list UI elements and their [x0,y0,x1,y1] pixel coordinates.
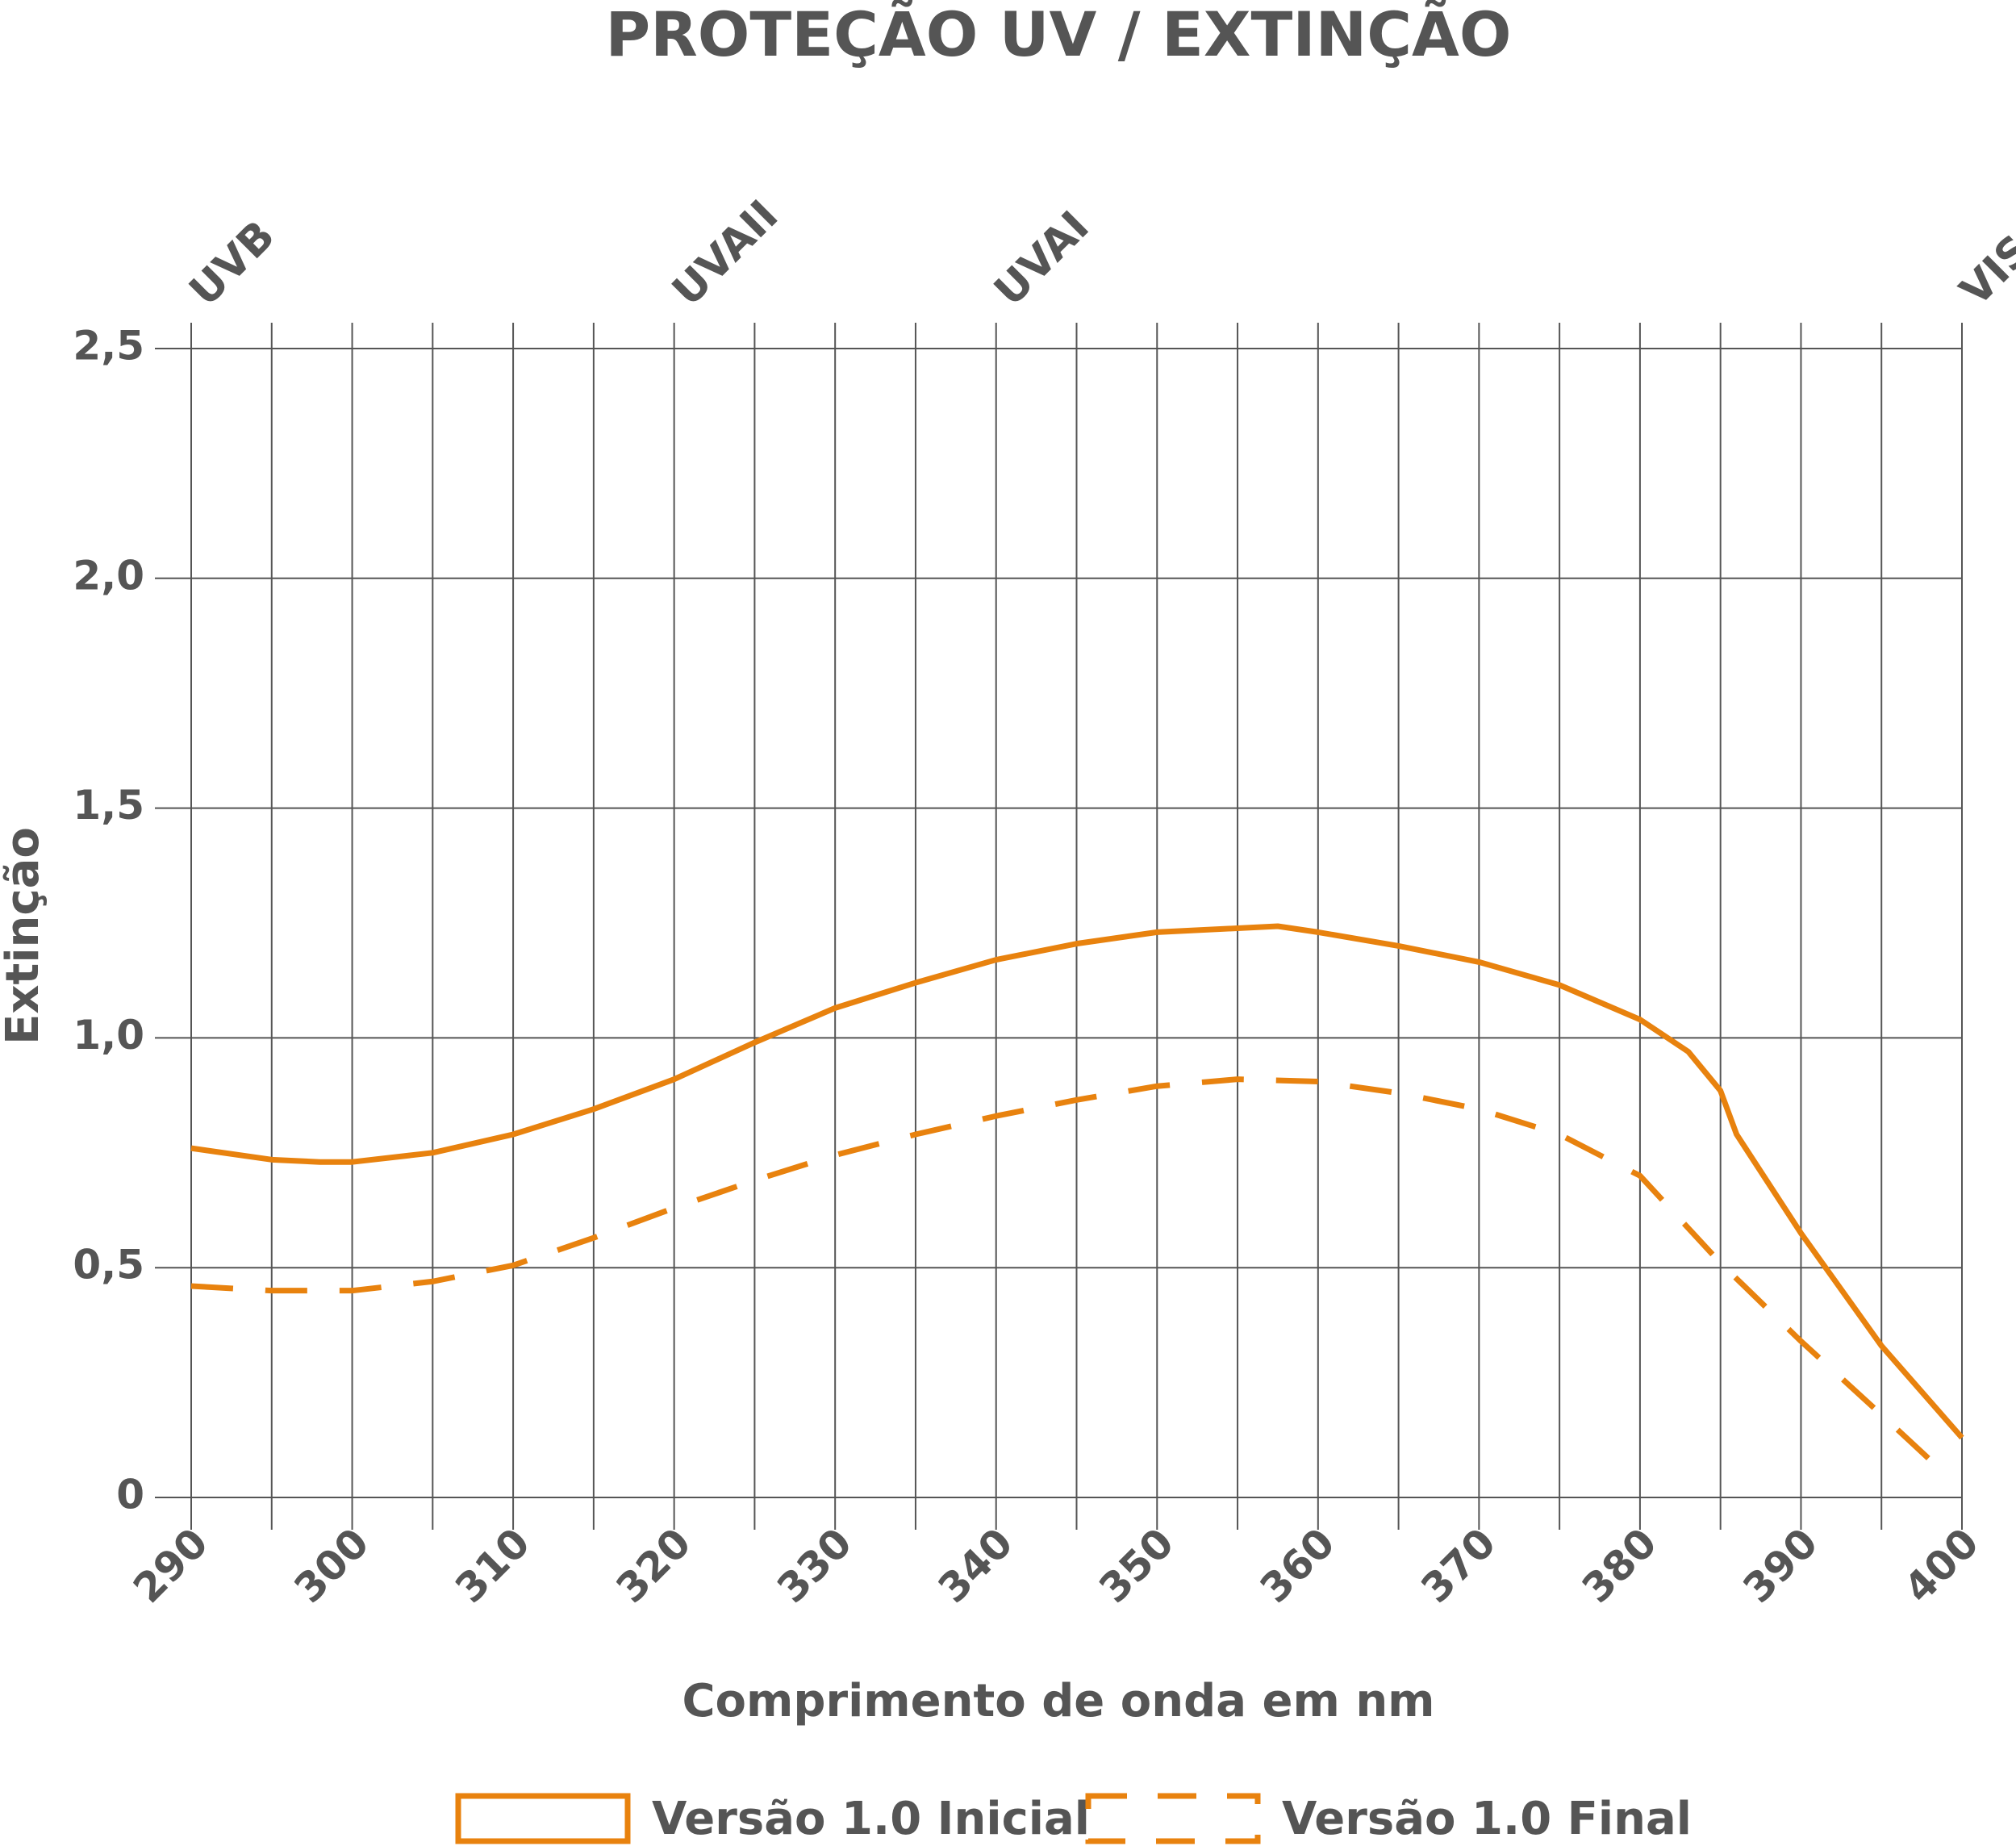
y-axis-title: Extinção [0,827,49,1045]
x-tick-label: 320 [607,1519,700,1612]
legend-label: Versão 1.0 Inicial [652,1793,1090,1845]
chart-title: PROTEÇÃO UV / EXTINÇÃO [606,0,1512,70]
series-line [190,1076,1935,1465]
y-tick-label: 1,5 [73,782,144,829]
series-line [190,923,1964,1440]
x-tick-label: 360 [1251,1519,1344,1612]
x-tick-label: 350 [1090,1519,1183,1612]
x-tick-label: 400 [1895,1519,1988,1612]
x-tick-label: 380 [1573,1519,1666,1612]
band-label: UVB [181,211,285,315]
band-label: UVAII [663,191,787,315]
y-tick-label: 2,5 [73,323,144,370]
x-tick-label: 390 [1734,1519,1827,1612]
band-label: VIS [1951,226,2016,315]
legend-label: Versão 1.0 Final [1282,1793,1692,1845]
x-tick-label: 330 [768,1519,861,1612]
y-tick-label: 0 [116,1472,144,1518]
legend-swatch [1085,1793,1261,1844]
y-tick-label: 2,0 [73,552,144,599]
x-tick-label: 300 [286,1519,378,1612]
y-tick-label: 0,5 [73,1242,144,1288]
x-tick-label: 370 [1413,1519,1505,1612]
legend-swatch [455,1793,631,1844]
x-axis-title: Comprimento de onda em nm [682,1675,1434,1727]
x-tick-label: 310 [446,1519,539,1612]
band-label: UVAI [985,203,1098,315]
x-tick-label: 340 [929,1519,1022,1612]
y-tick-label: 1,0 [73,1012,144,1059]
x-tick-label: 290 [124,1519,217,1612]
